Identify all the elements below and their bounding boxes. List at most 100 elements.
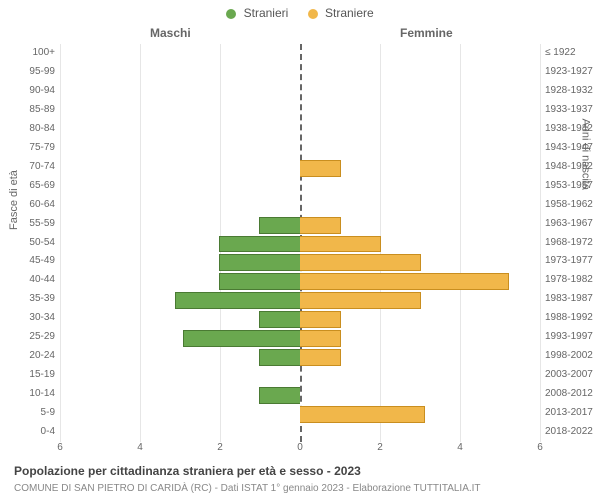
birth-tick: 1953-1957	[545, 177, 600, 196]
bar-male	[183, 330, 300, 347]
bar-male	[219, 273, 300, 290]
birth-tick: 1988-1992	[545, 309, 600, 328]
age-row: 85-891933-1937	[60, 101, 540, 120]
bar-male	[259, 217, 300, 234]
x-axis: 6420246	[60, 442, 540, 458]
birth-tick: 1938-1942	[545, 120, 600, 139]
header-females: Femmine	[400, 26, 453, 40]
age-row: 10-142008-2012	[60, 385, 540, 404]
age-tick: 55-59	[0, 215, 55, 234]
x-tick: 4	[457, 442, 463, 453]
age-row: 40-441978-1982	[60, 271, 540, 290]
age-row: 25-291993-1997	[60, 328, 540, 347]
bar-male	[259, 311, 300, 328]
bar-male	[219, 254, 300, 271]
legend-swatch-female	[308, 9, 318, 19]
legend-label-male: Stranieri	[244, 6, 289, 20]
age-row: 45-491973-1977	[60, 252, 540, 271]
bar-female	[300, 406, 425, 423]
age-tick: 60-64	[0, 196, 55, 215]
plot-area: 100+≤ 192295-991923-192790-941928-193285…	[60, 44, 540, 442]
bar-female	[300, 273, 509, 290]
x-tick: 6	[57, 442, 63, 453]
age-tick: 95-99	[0, 63, 55, 82]
bar-male	[259, 387, 300, 404]
age-row: 95-991923-1927	[60, 63, 540, 82]
birth-tick: 1933-1937	[545, 101, 600, 120]
bar-male	[259, 349, 300, 366]
birth-tick: 1973-1977	[545, 252, 600, 271]
age-tick: 100+	[0, 44, 55, 63]
age-row: 35-391983-1987	[60, 290, 540, 309]
birth-tick: ≤ 1922	[545, 44, 600, 63]
bar-female	[300, 349, 341, 366]
age-tick: 85-89	[0, 101, 55, 120]
bar-female	[300, 160, 341, 177]
legend: Stranieri Straniere	[0, 6, 600, 20]
birth-tick: 1993-1997	[545, 328, 600, 347]
age-row: 75-791943-1947	[60, 139, 540, 158]
age-row: 90-941928-1932	[60, 82, 540, 101]
bar-female	[300, 292, 421, 309]
legend-label-female: Straniere	[325, 6, 374, 20]
bar-female	[300, 254, 421, 271]
age-row: 0-42018-2022	[60, 423, 540, 442]
age-tick: 0-4	[0, 423, 55, 442]
age-row: 20-241998-2002	[60, 347, 540, 366]
age-row: 65-691953-1957	[60, 177, 540, 196]
bar-female	[300, 330, 341, 347]
age-tick: 30-34	[0, 309, 55, 328]
age-tick: 80-84	[0, 120, 55, 139]
age-row: 70-741948-1952	[60, 158, 540, 177]
x-tick: 4	[137, 442, 143, 453]
birth-tick: 1943-1947	[545, 139, 600, 158]
birth-tick: 1978-1982	[545, 271, 600, 290]
chart-subtitle: COMUNE DI SAN PIETRO DI CARIDÀ (RC) - Da…	[14, 483, 481, 494]
age-row: 60-641958-1962	[60, 196, 540, 215]
x-tick: 6	[537, 442, 543, 453]
birth-tick: 1998-2002	[545, 347, 600, 366]
birth-tick: 2008-2012	[545, 385, 600, 404]
age-row: 50-541968-1972	[60, 234, 540, 253]
age-tick: 50-54	[0, 234, 55, 253]
birth-tick: 1968-1972	[545, 234, 600, 253]
age-tick: 35-39	[0, 290, 55, 309]
gridline	[540, 44, 541, 442]
birth-tick: 1923-1927	[545, 63, 600, 82]
birth-tick: 1983-1987	[545, 290, 600, 309]
age-tick: 75-79	[0, 139, 55, 158]
bar-female	[300, 217, 341, 234]
age-row: 15-192003-2007	[60, 366, 540, 385]
birth-tick: 1958-1962	[545, 196, 600, 215]
birth-tick: 1928-1932	[545, 82, 600, 101]
legend-item-female: Straniere	[308, 6, 374, 20]
birth-tick: 1948-1952	[545, 158, 600, 177]
age-tick: 70-74	[0, 158, 55, 177]
birth-tick: 2003-2007	[545, 366, 600, 385]
x-tick: 2	[377, 442, 383, 453]
birth-tick: 2018-2022	[545, 423, 600, 442]
age-tick: 5-9	[0, 404, 55, 423]
legend-swatch-male	[226, 9, 236, 19]
age-tick: 65-69	[0, 177, 55, 196]
age-tick: 15-19	[0, 366, 55, 385]
chart-title: Popolazione per cittadinanza straniera p…	[14, 464, 361, 478]
bar-male	[219, 236, 300, 253]
age-row: 5-92013-2017	[60, 404, 540, 423]
birth-tick: 2013-2017	[545, 404, 600, 423]
age-tick: 45-49	[0, 252, 55, 271]
age-tick: 10-14	[0, 385, 55, 404]
x-tick: 0	[297, 442, 303, 453]
age-row: 55-591963-1967	[60, 215, 540, 234]
legend-item-male: Stranieri	[226, 6, 288, 20]
age-row: 100+≤ 1922	[60, 44, 540, 63]
age-tick: 20-24	[0, 347, 55, 366]
age-row: 80-841938-1942	[60, 120, 540, 139]
age-tick: 90-94	[0, 82, 55, 101]
age-tick: 25-29	[0, 328, 55, 347]
bar-female	[300, 236, 381, 253]
bar-male	[175, 292, 300, 309]
age-row: 30-341988-1992	[60, 309, 540, 328]
age-tick: 40-44	[0, 271, 55, 290]
header-males: Maschi	[150, 26, 191, 40]
